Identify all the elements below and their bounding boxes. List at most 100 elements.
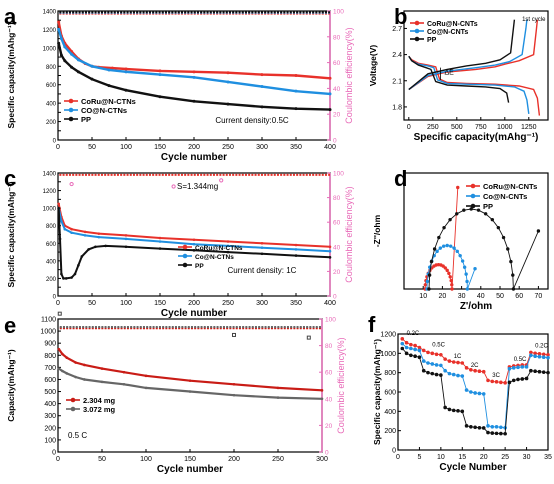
legend-label: Co@N-CNTs bbox=[427, 29, 468, 36]
x-tick-label: 20 bbox=[480, 454, 488, 461]
y-tick-label: 0 bbox=[52, 450, 56, 457]
series-1-point bbox=[430, 362, 435, 366]
rate-label: 0.5C bbox=[432, 343, 445, 349]
nyquist-2-point bbox=[427, 287, 431, 291]
x-tick-label: 60 bbox=[515, 293, 523, 300]
series-2-point bbox=[477, 425, 482, 430]
series-2-point bbox=[524, 376, 529, 381]
nyquist-1-point bbox=[458, 253, 462, 258]
y-tick-label: 100 bbox=[44, 437, 56, 444]
series-0-point bbox=[443, 357, 447, 361]
nyquist-2-point bbox=[432, 247, 437, 251]
series-1-point bbox=[541, 355, 546, 360]
x-tick-label: 40 bbox=[477, 293, 485, 300]
panel-letter: e bbox=[4, 313, 16, 338]
series-0-point bbox=[434, 352, 439, 357]
x-tick-label: 350 bbox=[290, 144, 302, 151]
series-2-point bbox=[426, 370, 430, 375]
series-2-point bbox=[90, 77, 94, 81]
series-2-point bbox=[59, 53, 63, 57]
series-2-point bbox=[409, 353, 413, 358]
series-2-point bbox=[537, 369, 542, 374]
x-tick-label: 35 bbox=[544, 454, 552, 461]
series-2-point bbox=[481, 426, 486, 430]
series-1-point bbox=[328, 92, 332, 96]
y-tick-label: 200 bbox=[384, 428, 396, 435]
nyquist-1-point bbox=[452, 246, 456, 250]
y-tick-label: 1200 bbox=[43, 28, 57, 34]
series-1-point bbox=[63, 45, 67, 49]
series-1-point bbox=[276, 396, 280, 399]
series-1-point bbox=[192, 75, 196, 79]
series-2-point bbox=[260, 105, 264, 109]
series-0-point bbox=[546, 352, 550, 357]
y2-tick-label: 40 bbox=[333, 244, 341, 251]
series-1-point bbox=[320, 397, 324, 401]
first-cycle-label: 1st cycle bbox=[522, 17, 546, 23]
series-1-point bbox=[76, 58, 80, 62]
nyquist-2-point bbox=[511, 273, 515, 277]
series-0-point bbox=[451, 360, 456, 364]
x-tick-label: 1000 bbox=[497, 124, 513, 131]
x-tick-label: 250 bbox=[222, 300, 234, 307]
legend-marker bbox=[414, 28, 420, 34]
series-0-point bbox=[124, 234, 128, 237]
series-2-point bbox=[158, 95, 162, 99]
series-2-point bbox=[226, 102, 230, 106]
x-axis-label: Z'/ohm bbox=[460, 301, 492, 312]
nyquist-2-point bbox=[496, 225, 501, 230]
nyquist-2-point bbox=[511, 287, 516, 291]
legend-marker bbox=[70, 397, 76, 403]
legend-label: PP bbox=[483, 202, 493, 211]
nyquist-1-point bbox=[438, 246, 443, 250]
nyquist-0-point bbox=[448, 275, 452, 279]
series-1-point bbox=[226, 80, 230, 84]
series-1-point bbox=[537, 354, 542, 359]
y2-axis-label: Coulombic efficiency(%) bbox=[336, 337, 346, 433]
series-2-point bbox=[70, 276, 73, 279]
legend-label: CoRu@N-CNTs bbox=[483, 182, 537, 191]
charge-0-line bbox=[408, 19, 539, 91]
y2-tick-label: 100 bbox=[325, 317, 336, 324]
series-0-point bbox=[503, 381, 507, 385]
series-2-point bbox=[192, 249, 196, 252]
y-tick-label: 1100 bbox=[41, 317, 56, 324]
series-2-point bbox=[226, 250, 230, 254]
series-2-point bbox=[404, 351, 409, 356]
series-2-point bbox=[447, 407, 452, 412]
series-1-point bbox=[473, 391, 477, 395]
series-2-point bbox=[464, 424, 469, 428]
x-tick-label: 5 bbox=[417, 454, 421, 461]
nyquist-0-point bbox=[450, 287, 454, 291]
series-1-point bbox=[400, 341, 405, 346]
panel-a: a0 50 100 150 200 250 300 350 400020040060080010… bbox=[4, 4, 354, 163]
nyquist-2-point bbox=[506, 247, 510, 251]
series-1-point bbox=[188, 390, 192, 393]
rate-label: 0.5 C bbox=[68, 431, 87, 440]
series-0-point bbox=[124, 67, 128, 71]
y-tick-label: 2.4 bbox=[392, 52, 402, 59]
ce-outlier-point bbox=[232, 332, 236, 337]
series-0-point bbox=[192, 70, 196, 74]
x-tick-label: 70 bbox=[535, 293, 543, 300]
x-tick-label: 1250 bbox=[521, 124, 537, 131]
legend-label: 2.304 mg bbox=[83, 396, 116, 405]
y-tick-label: 200 bbox=[46, 120, 57, 126]
y2-tick-label: 20 bbox=[333, 112, 341, 119]
series-0-point bbox=[529, 350, 533, 355]
series-2-point bbox=[499, 431, 503, 436]
y-axis-label: Capacity(mAhg⁻¹) bbox=[6, 349, 16, 422]
y-tick-label: 800 bbox=[46, 224, 57, 230]
nyquist-1-point bbox=[462, 265, 467, 269]
series-2-point bbox=[77, 263, 80, 267]
discharge-1-line bbox=[408, 55, 530, 114]
nyquist-2-point bbox=[455, 212, 459, 216]
charge-1-line bbox=[408, 19, 528, 91]
series-0-point bbox=[499, 380, 503, 385]
rate-label: 2C bbox=[471, 363, 479, 369]
series-1-point bbox=[516, 365, 520, 370]
series-1-point bbox=[464, 388, 469, 392]
legend-marker bbox=[470, 183, 476, 189]
series-2-point bbox=[328, 256, 332, 259]
series-0-point bbox=[320, 389, 324, 392]
